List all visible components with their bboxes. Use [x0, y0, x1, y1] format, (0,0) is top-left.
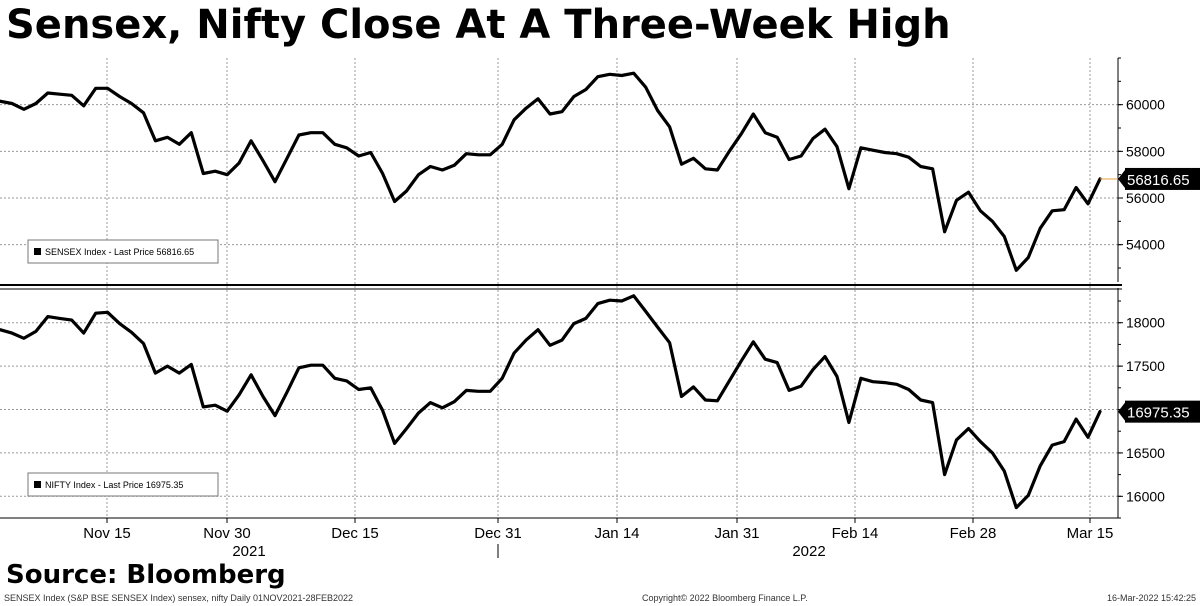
y-tick-label: 58000 [1126, 143, 1165, 159]
y-tick-label: 60000 [1126, 97, 1165, 113]
footer-copyright: Copyright© 2022 Bloomberg Finance L.P. [642, 593, 808, 603]
x-year-label: 2022 [792, 543, 825, 560]
last-price-label: 16975.35 [1127, 405, 1190, 422]
sensex-line [0, 71, 1102, 272]
legend-label: NIFTY Index - Last Price 16975.35 [45, 480, 183, 490]
last-price-box [1125, 400, 1200, 423]
last-price-arrow [1118, 169, 1125, 188]
y-tick-label: 18000 [1126, 315, 1165, 331]
nifty-line [0, 294, 1102, 510]
last-price-arrow [1118, 402, 1125, 421]
x-tick-label: Mar 15 [1067, 525, 1114, 542]
grid-lines [0, 58, 1118, 518]
x-year-label: 2021 [232, 543, 265, 560]
y-tick-label: 16500 [1126, 445, 1165, 461]
y-tick-label: 56000 [1126, 190, 1165, 206]
x-tick-label: Feb 14 [832, 525, 879, 542]
legend-box [27, 472, 219, 497]
chart-frame [0, 58, 1122, 519]
legend-swatch [34, 248, 41, 255]
page-title: Sensex, Nifty Close At A Three-Week High [6, 2, 951, 48]
chart-area: 54000 56000 58000 60000 56816.65 16000 16500 17… [0, 57, 1200, 560]
y-tick-label: 16000 [1126, 488, 1165, 504]
x-tick-label: Nov 30 [203, 525, 251, 542]
footer-timestamp: 16-Mar-2022 15:42:25 [1106, 593, 1196, 603]
axis-labels: 54000 56000 58000 60000 56816.65 16000 16500 17… [83, 57, 1200, 560]
x-tick-label: Dec 31 [474, 525, 522, 542]
x-tick-label: Jan 14 [594, 525, 639, 542]
legend-box [27, 239, 219, 264]
x-tick-label: Feb 28 [950, 525, 997, 542]
footer-description: SENSEX Index (S&P BSE SENSEX Index) sens… [4, 593, 354, 603]
y-tick-label: 17500 [1126, 358, 1165, 374]
source-label: Source: Bloomberg [6, 560, 286, 590]
series-lines [0, 71, 1102, 510]
x-tick-label: Dec 15 [331, 525, 379, 542]
legend-label: SENSEX Index - Last Price 56816.65 [45, 247, 194, 257]
legend-swatch [34, 481, 41, 488]
last-price-box [1125, 167, 1200, 190]
y-tick-label: 54000 [1126, 237, 1165, 253]
x-tick-label: Nov 15 [83, 525, 131, 542]
x-tick-label: Jan 31 [714, 525, 759, 542]
last-price-label: 56816.65 [1127, 172, 1190, 189]
legends: SENSEX Index - Last Price 56816.65 NIFTY … [27, 239, 219, 497]
